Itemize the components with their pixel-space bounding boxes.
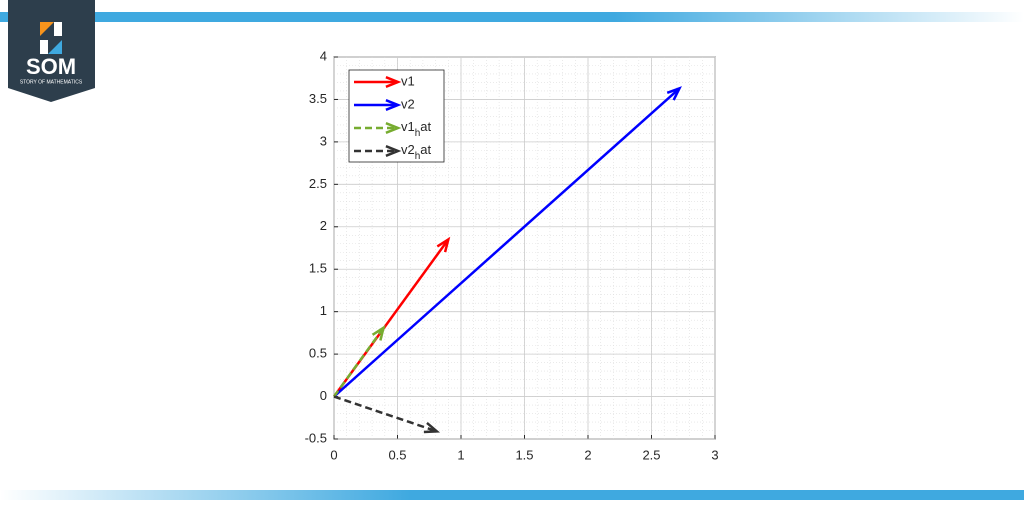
y-tick-label: 2 [320,218,327,233]
legend-arrowhead [385,99,402,111]
legend-arrowhead [385,122,402,134]
x-tick-label: 0.5 [388,447,406,462]
legend-box [348,69,445,163]
legend-label: v2hat [401,142,432,161]
y-tick-label: 0.5 [309,346,327,361]
bottom-bar [0,490,1024,500]
logo-tagline: STORY OF MATHEMATICS [20,79,83,85]
y-tick-label: 1.5 [309,261,327,276]
y-tick-label: 3.5 [309,91,327,106]
arrowhead [666,86,682,101]
legend-label: v2 [401,96,415,111]
x-tick-label: 1.5 [515,447,533,462]
vector [332,327,385,398]
y-tick-label: 3 [320,133,327,148]
y-tick-label: 4 [320,48,327,63]
legend-label: v1 [401,73,415,88]
arrowhead [423,421,441,434]
vector [333,87,681,398]
arrowhead [436,236,451,253]
x-tick-label: 0 [330,447,337,462]
y-tick-label: 1 [320,303,327,318]
legend: v1 v2 v1hat v2hat [348,69,445,163]
x-tick-label: 2 [584,447,591,462]
legend-arrowhead [385,145,402,157]
legend-arrowhead [385,76,402,88]
top-bar [0,12,1024,22]
x-tick-label: 2.5 [642,447,660,462]
x-tick-label: 3 [711,447,718,462]
x-tick-label: 1 [457,447,464,462]
legend-label: v1hat [401,119,432,138]
arrowhead [371,325,386,341]
y-tick-label: -0.5 [305,430,327,445]
vector [332,238,450,398]
logo-name: SOM [26,54,76,79]
y-tick-label: 0 [320,388,327,403]
y-tick-label: 2.5 [309,176,327,191]
vector [333,395,438,433]
logo-icon [40,22,62,54]
